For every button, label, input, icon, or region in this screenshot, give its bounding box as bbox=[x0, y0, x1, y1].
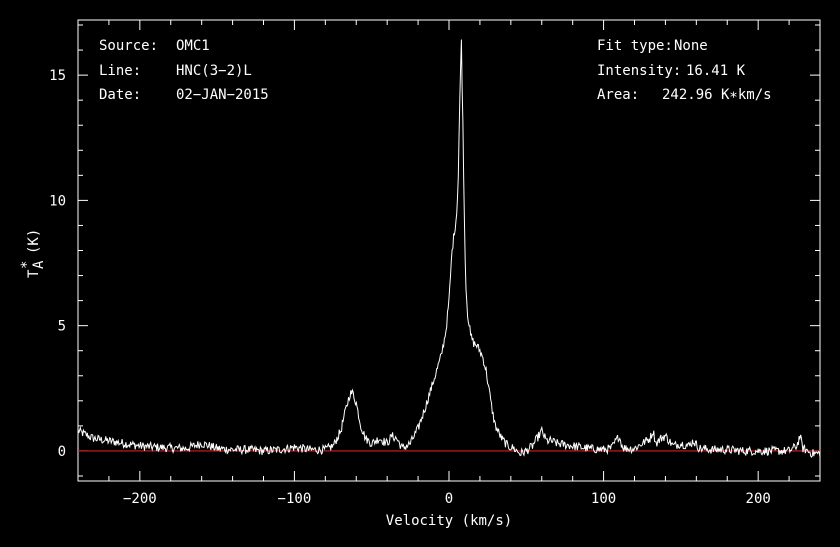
y-axis-label: T * A (K) bbox=[19, 229, 47, 278]
y-tick-label: 5 bbox=[58, 319, 66, 335]
fit-type-value: None bbox=[674, 38, 708, 54]
x-tick-label: 0 bbox=[445, 491, 453, 507]
y-tick-label: 10 bbox=[49, 193, 66, 209]
date-value: 02−JAN−2015 bbox=[176, 87, 269, 103]
intensity-value: 16.41 K bbox=[686, 63, 746, 79]
date-label: Date: bbox=[99, 87, 141, 103]
y-axis-label-sup: * bbox=[19, 261, 35, 269]
x-tick-label: 200 bbox=[746, 491, 771, 507]
spectrum-line bbox=[77, 39, 821, 458]
axis-ticks bbox=[77, 20, 821, 481]
x-tick-label: −100 bbox=[278, 491, 312, 507]
line-value: HNC(3−2)L bbox=[176, 63, 252, 79]
y-tick-label: 0 bbox=[58, 444, 66, 460]
y-tick-label: 15 bbox=[49, 68, 66, 84]
fit-type-label: Fit type: bbox=[597, 38, 673, 54]
axis-tick-labels: −200 −100 0 100 200 0 5 10 15 bbox=[49, 68, 771, 507]
y-axis-label-unit: (K) bbox=[26, 229, 42, 254]
x-axis-label: Velocity (km/s) bbox=[386, 513, 512, 529]
line-label: Line: bbox=[99, 63, 141, 79]
area-label: Area: bbox=[597, 87, 639, 103]
y-axis-label-main: T bbox=[26, 269, 42, 278]
source-label: Source: bbox=[99, 38, 158, 54]
y-axis-label-sub: A bbox=[31, 260, 47, 269]
x-tick-label: −200 bbox=[123, 491, 157, 507]
intensity-label: Intensity: bbox=[597, 63, 681, 79]
x-tick-label: 100 bbox=[591, 491, 616, 507]
area-value: 242.96 K∗km/s bbox=[662, 87, 772, 103]
source-value: OMC1 bbox=[176, 38, 210, 54]
